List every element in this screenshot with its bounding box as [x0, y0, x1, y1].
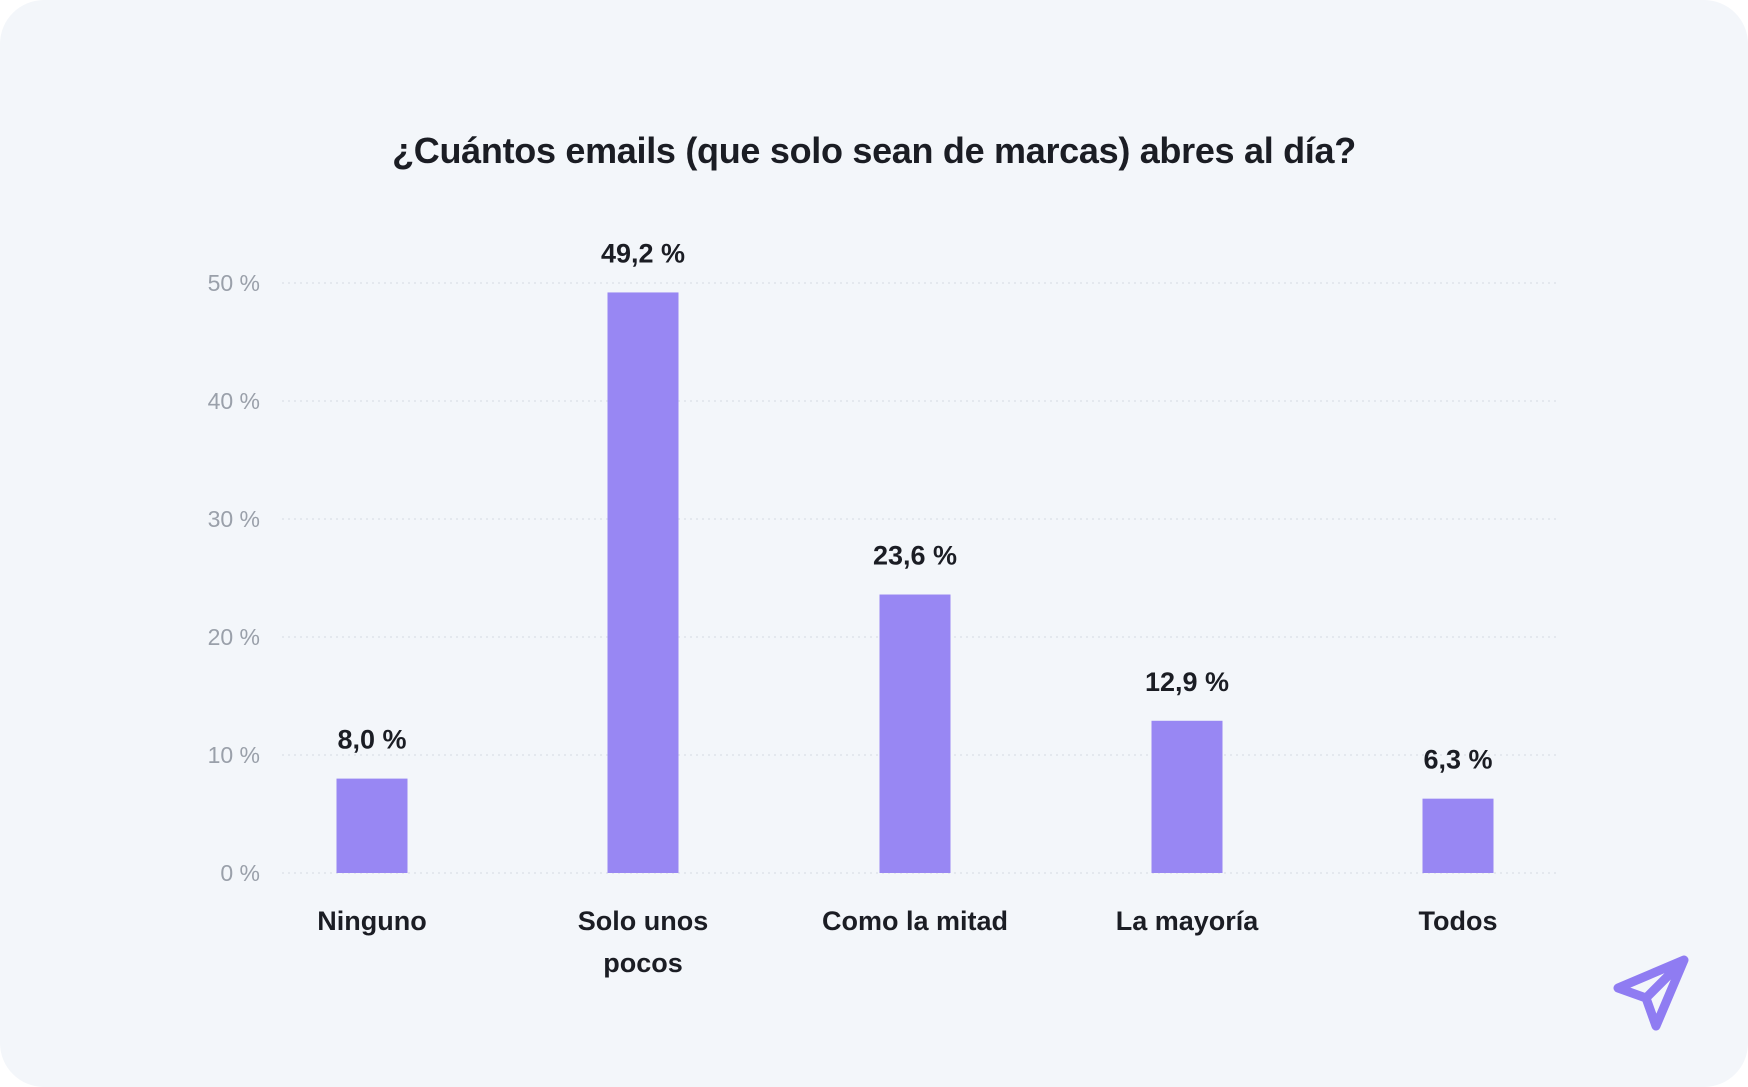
x-tick-label: Todos [1419, 906, 1498, 936]
y-tick-label: 40 % [208, 388, 260, 414]
y-tick-label: 0 % [220, 860, 260, 886]
bars [336, 292, 1494, 873]
chart-title: ¿Cuántos emails (que solo sean de marcas… [392, 130, 1356, 171]
x-tick-label-line: Solo unos [578, 906, 709, 936]
data-label: 8,0 % [337, 725, 406, 755]
x-tick-label-line: La mayoría [1116, 906, 1260, 936]
y-tick-label: 20 % [208, 624, 260, 650]
data-label: 6,3 % [1423, 745, 1492, 775]
data-label: 49,2 % [601, 238, 685, 268]
y-tick-label: 10 % [208, 742, 260, 768]
bar [607, 292, 679, 873]
y-axis-ticks: 0 % 10 % 20 % 30 % 40 % 50 % [208, 270, 260, 886]
x-tick-label: La mayoría [1116, 906, 1260, 936]
x-tick-label: Solo unos pocos [578, 906, 709, 978]
data-label: 12,9 % [1145, 667, 1229, 697]
bar [336, 778, 408, 873]
x-tick-label: Como la mitad [822, 906, 1008, 936]
paper-plane-icon [1613, 955, 1689, 1031]
value-labels: 8,0 % 49,2 % 23,6 % 12,9 % 6,3 % [337, 238, 1492, 774]
x-tick-label-line: Como la mitad [822, 906, 1008, 936]
bar [879, 594, 951, 873]
x-tick-label-line: Todos [1419, 906, 1498, 936]
x-tick-label-line: Ninguno [317, 906, 426, 936]
x-axis-labels: Ninguno Solo unos pocos Como la mitad La may… [317, 906, 1497, 978]
y-tick-label: 50 % [208, 270, 260, 296]
bar [1422, 798, 1494, 873]
data-label: 23,6 % [873, 541, 957, 571]
x-tick-label: Ninguno [317, 906, 426, 936]
x-tick-label-line: pocos [603, 948, 683, 978]
y-tick-label: 30 % [208, 506, 260, 532]
bar [1151, 720, 1223, 873]
